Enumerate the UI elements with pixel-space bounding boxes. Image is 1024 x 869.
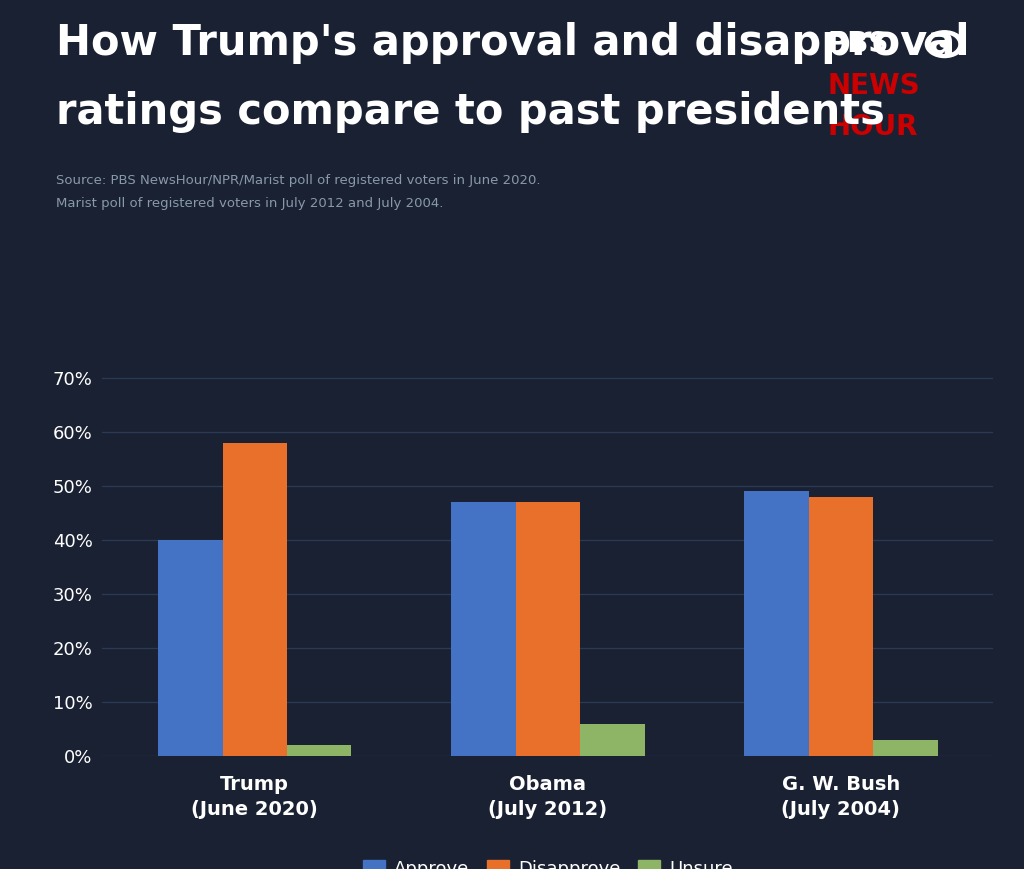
Bar bbox=[287, 746, 351, 756]
Bar bbox=[516, 502, 580, 756]
Circle shape bbox=[926, 30, 964, 57]
Text: NEWS: NEWS bbox=[827, 71, 921, 100]
Circle shape bbox=[940, 41, 949, 47]
Legend: Approve, Disapprove, Unsure: Approve, Disapprove, Unsure bbox=[356, 853, 739, 869]
Bar bbox=[452, 502, 516, 756]
Text: Source: PBS NewsHour/NPR/Marist poll of registered voters in June 2020.: Source: PBS NewsHour/NPR/Marist poll of … bbox=[56, 174, 541, 187]
Circle shape bbox=[932, 35, 957, 53]
Text: PBS: PBS bbox=[827, 30, 889, 58]
Bar bbox=[744, 491, 809, 756]
Bar bbox=[158, 540, 222, 756]
Bar bbox=[873, 740, 938, 756]
Text: ratings compare to past presidents: ratings compare to past presidents bbox=[56, 91, 885, 133]
Bar bbox=[809, 497, 873, 756]
Bar bbox=[222, 442, 287, 756]
Text: How Trump's approval and disapproval: How Trump's approval and disapproval bbox=[56, 22, 970, 63]
Text: HOUR: HOUR bbox=[827, 113, 919, 141]
Text: Marist poll of registered voters in July 2012 and July 2004.: Marist poll of registered voters in July… bbox=[56, 197, 443, 210]
Bar bbox=[580, 724, 644, 756]
